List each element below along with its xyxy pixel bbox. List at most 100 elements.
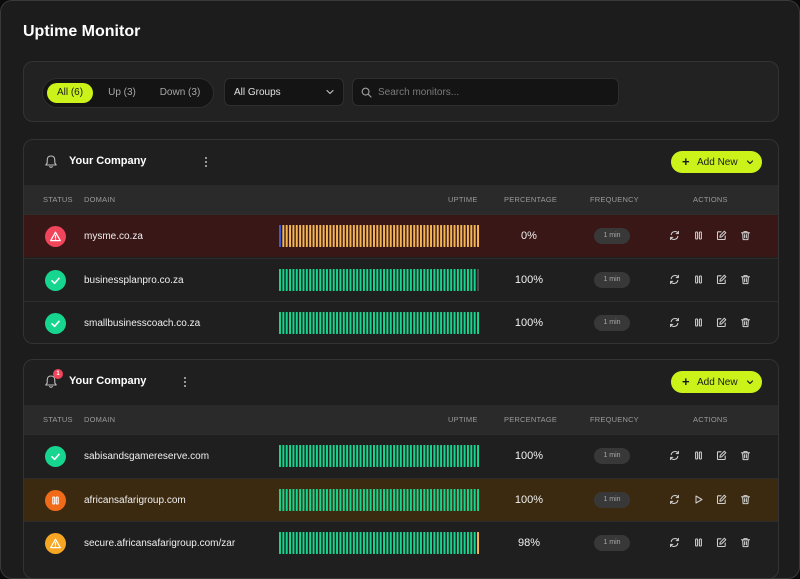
trash-button[interactable] bbox=[740, 317, 751, 328]
pause-button[interactable] bbox=[693, 450, 704, 461]
uptime-bar bbox=[302, 488, 305, 511]
uptime-bar bbox=[463, 225, 466, 247]
search-box[interactable] bbox=[352, 78, 619, 106]
uptime-bar bbox=[470, 312, 473, 334]
filter-down-button[interactable]: Down (3) bbox=[159, 87, 201, 98]
edit-button[interactable] bbox=[716, 274, 727, 285]
uptime-bar bbox=[406, 225, 409, 247]
uptime-bar bbox=[362, 532, 365, 554]
refresh-button[interactable] bbox=[669, 274, 680, 285]
uptime-bar bbox=[282, 532, 285, 554]
pause-icon bbox=[694, 231, 702, 240]
monitor-row[interactable]: smallbusinesscoach.co.za 100% 1 min bbox=[24, 301, 778, 343]
uptime-bar bbox=[312, 268, 315, 291]
uptime-bar bbox=[389, 488, 392, 511]
uptime-bar bbox=[359, 268, 362, 291]
uptime-bar bbox=[413, 312, 416, 334]
uptime-bar bbox=[342, 268, 345, 291]
uptime-bar bbox=[319, 312, 322, 334]
uptime-bar bbox=[299, 532, 302, 554]
play-button[interactable] bbox=[693, 494, 704, 505]
pause-button[interactable] bbox=[693, 230, 704, 241]
uptime-bar bbox=[436, 445, 439, 467]
monitor-row[interactable]: businessplanpro.co.za 100% 1 min bbox=[24, 257, 778, 301]
uptime-bar bbox=[282, 488, 285, 511]
uptime-bar bbox=[416, 312, 419, 334]
edit-button[interactable] bbox=[716, 317, 727, 328]
edit-button[interactable] bbox=[716, 494, 727, 505]
refresh-icon bbox=[670, 450, 679, 461]
pause-button[interactable] bbox=[693, 274, 704, 285]
uptime-bar bbox=[399, 268, 402, 291]
monitor-domain[interactable]: africansafarigroup.com bbox=[84, 494, 186, 506]
trash-icon bbox=[741, 274, 751, 284]
uptime-bar bbox=[366, 445, 369, 467]
th-frequency: FREQUENCY bbox=[590, 195, 639, 204]
uptime-bar bbox=[289, 312, 292, 334]
uptime-bar bbox=[433, 488, 436, 511]
monitor-domain[interactable]: sabisandsgamereserve.com bbox=[84, 451, 210, 462]
uptime-bar bbox=[285, 532, 288, 554]
status-indicator bbox=[45, 446, 66, 467]
uptime-bar bbox=[460, 312, 463, 334]
uptime-bar bbox=[416, 268, 419, 291]
trash-button[interactable] bbox=[740, 537, 751, 548]
uptime-bar bbox=[285, 488, 288, 511]
edit-button[interactable] bbox=[716, 537, 727, 548]
pause-button[interactable] bbox=[693, 537, 704, 548]
uptime-bar bbox=[443, 445, 446, 467]
refresh-button[interactable] bbox=[669, 317, 680, 328]
monitor-domain[interactable]: mysme.co.za bbox=[84, 231, 143, 242]
trash-button[interactable] bbox=[740, 274, 751, 285]
add-new-button[interactable]: + Add New bbox=[671, 151, 762, 173]
more-options-icon[interactable] bbox=[183, 376, 187, 388]
monitor-row[interactable]: mysme.co.za 0% 1 min bbox=[24, 214, 778, 257]
table-header: STATUS DOMAIN UPTIME PERCENTAGE FREQUENCY ACT… bbox=[24, 185, 778, 214]
uptime-bar bbox=[453, 445, 456, 467]
pause-button[interactable] bbox=[693, 317, 704, 328]
trash-button[interactable] bbox=[740, 494, 751, 505]
refresh-button[interactable] bbox=[669, 450, 680, 461]
edit-button[interactable] bbox=[716, 450, 727, 461]
group-header: 1 Your Company + Add New bbox=[24, 360, 778, 405]
uptime-bar bbox=[319, 268, 322, 291]
uptime-bar bbox=[336, 532, 339, 554]
uptime-bar bbox=[430, 445, 433, 467]
add-new-button[interactable]: + Add New bbox=[671, 371, 762, 393]
monitor-row[interactable]: sabisandsgamereserve.com 100% 1 min bbox=[24, 434, 778, 477]
status-indicator bbox=[45, 313, 66, 334]
bell-icon[interactable] bbox=[44, 154, 58, 169]
uptime-bar bbox=[362, 445, 365, 467]
uptime-bar bbox=[346, 445, 349, 467]
filter-all-button[interactable]: All (6) bbox=[47, 83, 93, 103]
uptime-bar bbox=[372, 445, 375, 467]
uptime-bar bbox=[450, 268, 453, 291]
uptime-bar bbox=[383, 488, 386, 511]
monitor-domain[interactable]: smallbusinesscoach.co.za bbox=[84, 318, 201, 329]
trash-button[interactable] bbox=[740, 450, 751, 461]
uptime-bar bbox=[312, 312, 315, 334]
uptime-bar bbox=[386, 225, 389, 247]
monitor-domain[interactable]: secure.africansafarigroup.com/zar bbox=[84, 538, 236, 549]
uptime-percentage: 0% bbox=[521, 230, 537, 242]
trash-button[interactable] bbox=[740, 230, 751, 241]
monitor-row[interactable]: secure.africansafarigroup.com/zar 98% 1 … bbox=[24, 521, 778, 564]
group-select[interactable]: All Groups bbox=[224, 78, 344, 106]
uptime-bar bbox=[393, 312, 396, 334]
uptime-bar bbox=[470, 268, 473, 291]
filter-up-button[interactable]: Up (3) bbox=[108, 87, 136, 98]
frequency-badge: 1 min bbox=[594, 228, 630, 244]
search-input[interactable] bbox=[378, 83, 608, 101]
more-options-icon[interactable] bbox=[204, 156, 208, 168]
uptime-bar bbox=[372, 532, 375, 554]
edit-button[interactable] bbox=[716, 230, 727, 241]
uptime-bar bbox=[456, 445, 459, 467]
refresh-button[interactable] bbox=[669, 537, 680, 548]
uptime-bar bbox=[389, 445, 392, 467]
monitor-domain[interactable]: businessplanpro.co.za bbox=[84, 274, 184, 286]
uptime-bar bbox=[319, 225, 322, 247]
refresh-button[interactable] bbox=[669, 494, 680, 505]
uptime-percentage: 100% bbox=[514, 317, 544, 329]
refresh-button[interactable] bbox=[669, 230, 680, 241]
monitor-row[interactable]: africansafarigroup.com 100% 1 min bbox=[24, 477, 778, 521]
